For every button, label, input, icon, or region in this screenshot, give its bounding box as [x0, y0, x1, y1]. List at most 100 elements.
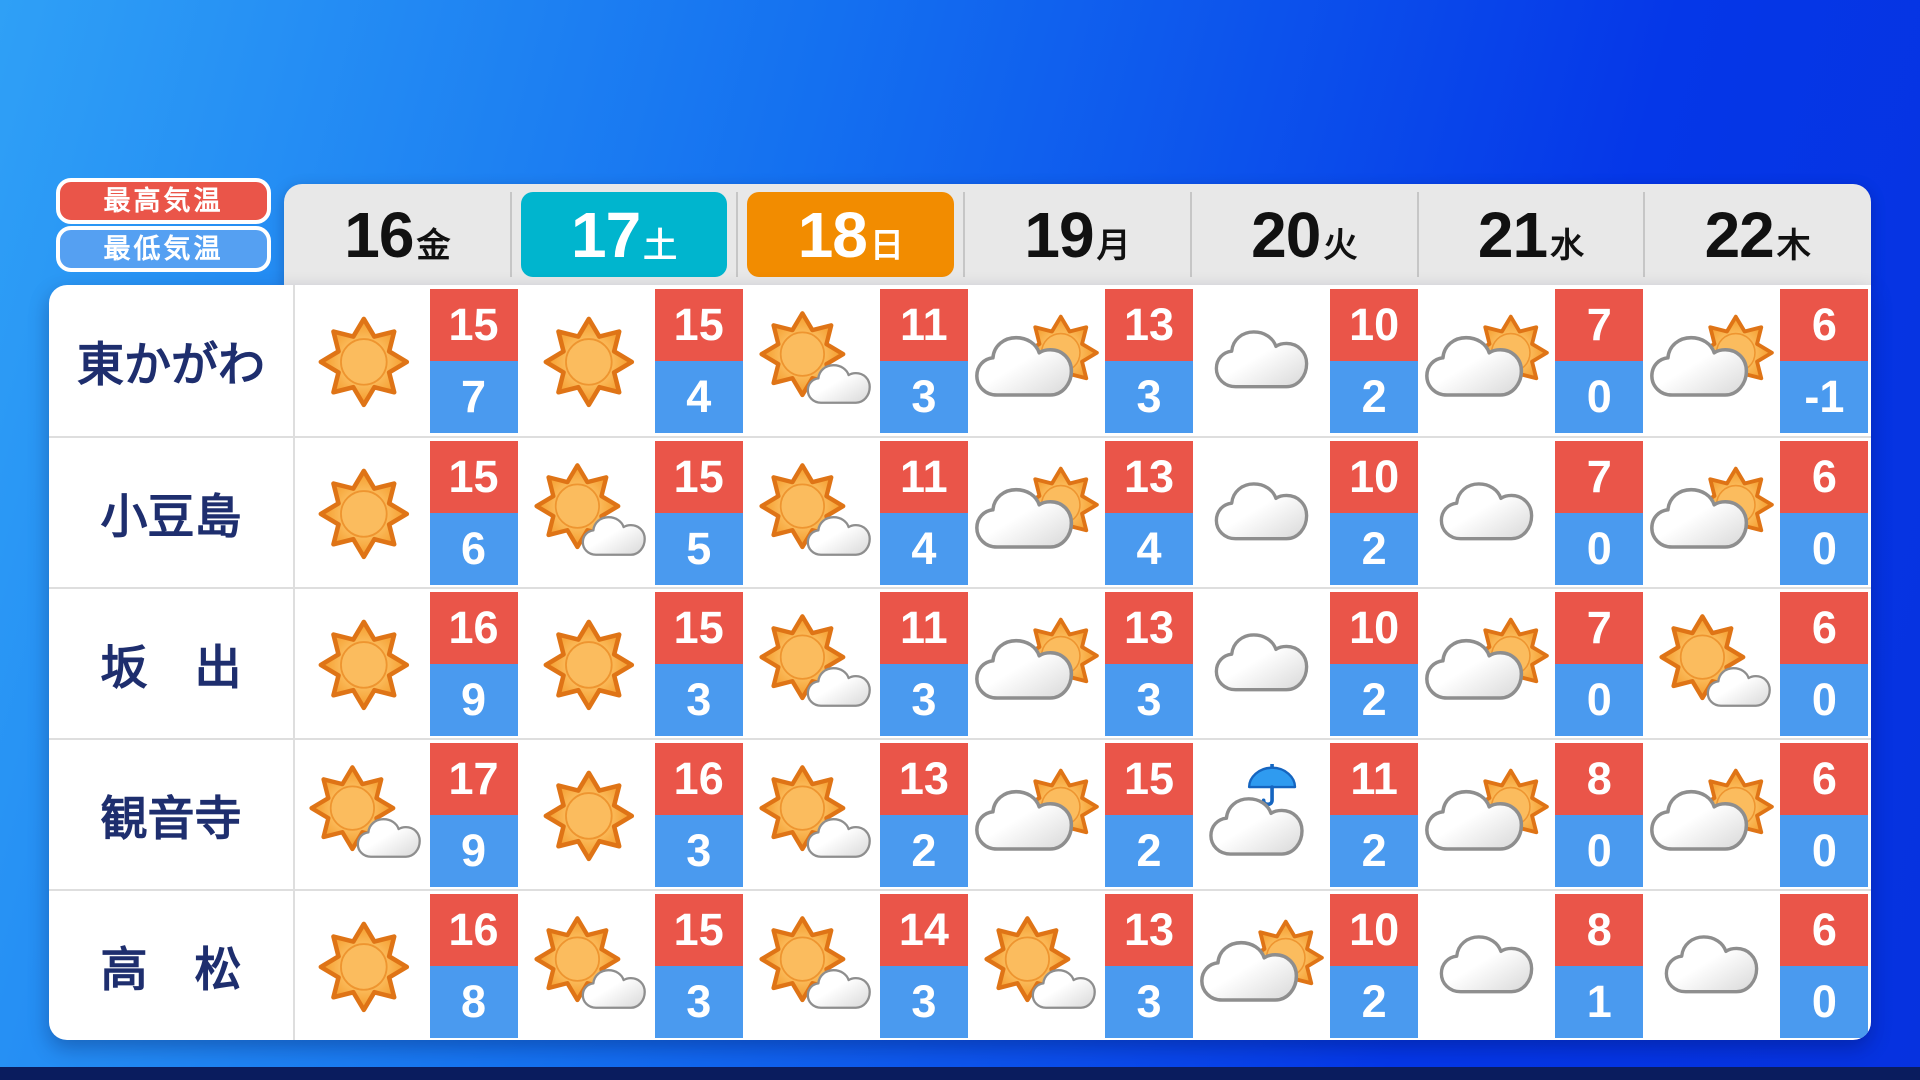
day-header-18: 18 日 [736, 184, 964, 285]
low-temp: 0 [1780, 512, 1869, 585]
high-temp: 6 [1780, 893, 1869, 966]
sunny-then-cloudy-icon [748, 462, 876, 564]
cloudy-then-sunny-icon [973, 310, 1101, 412]
temperature-stack: 14 3 [879, 893, 968, 1038]
day-label: 16 金 [344, 203, 450, 267]
day-header-19: 19 月 [963, 184, 1191, 285]
high-temp: 13 [1104, 591, 1193, 664]
day-of-week: 木 [1776, 226, 1811, 265]
temperature-stack: 10 2 [1330, 591, 1419, 736]
high-temp: 16 [429, 893, 518, 966]
high-temp: 6 [1780, 742, 1869, 815]
day-number: 17 [570, 198, 641, 271]
low-temp: 3 [1104, 965, 1193, 1038]
forecast-cell: 10 2 [1196, 438, 1421, 587]
bottom-bar [0, 1067, 1920, 1080]
temperature-stack: 11 4 [879, 440, 968, 585]
temperature-stack: 15 3 [654, 591, 743, 736]
forecast-cell: 11 4 [745, 438, 970, 587]
low-temp: 4 [654, 360, 743, 433]
high-temp: 10 [1330, 440, 1419, 513]
sunny-icon [523, 764, 651, 866]
high-temp: 11 [879, 440, 968, 513]
high-temp: 16 [654, 742, 743, 815]
high-temp: 7 [1555, 591, 1644, 664]
forecast-cell: 15 2 [970, 740, 1195, 889]
temperature-stack: 15 4 [654, 288, 743, 433]
day-of-week: 水 [1550, 226, 1585, 265]
sunny-then-cloudy-icon [973, 915, 1101, 1017]
high-temp: 15 [654, 591, 743, 664]
cloudy-then-sunny-icon [1648, 462, 1776, 564]
temperature-stack: 6 -1 [1780, 288, 1869, 433]
day-header-20: 20 火 [1189, 184, 1418, 285]
high-temp: 13 [1104, 288, 1193, 361]
high-temp: 15 [429, 288, 518, 361]
low-temp: 3 [879, 663, 968, 736]
temperature-stack: 15 3 [654, 893, 743, 1038]
location-label: 東かがわ [49, 285, 295, 436]
sunday-pill [747, 192, 955, 277]
forecast-table-body: 東かがわ 15 7 15 4 11 3 13 3 10 2 7 0 6 -1 小豆島 15 6 15 5 11 4 13 4 1… [49, 285, 1871, 1040]
high-temp: 16 [429, 591, 518, 664]
forecast-cell: 15 4 [520, 285, 745, 436]
cloudy-then-sunny-icon [1423, 310, 1551, 412]
cloudy-then-sunny-icon [973, 462, 1101, 564]
forecast-cell: 13 4 [970, 438, 1195, 587]
day-number: 21 [1477, 198, 1548, 271]
sunny-then-cloudy-icon [1648, 613, 1776, 715]
legend: 最高気温 最低気温 [56, 178, 271, 272]
low-temp: -1 [1780, 360, 1869, 433]
legend-high-badge: 最高気温 [56, 178, 271, 224]
day-of-week: 火 [1323, 226, 1358, 265]
high-temp: 15 [1104, 742, 1193, 815]
forecast-cell: 15 6 [295, 438, 520, 587]
high-temp: 8 [1555, 742, 1644, 815]
high-temp: 11 [879, 591, 968, 664]
forecast-cell: 15 5 [520, 438, 745, 587]
forecast-cell: 16 9 [295, 589, 520, 738]
day-number: 20 [1251, 198, 1321, 271]
sunny-icon [523, 613, 651, 715]
location-label: 観音寺 [49, 740, 295, 889]
high-temp: 15 [654, 893, 743, 966]
day-number: 22 [1704, 198, 1775, 271]
cloudy-icon [1198, 613, 1326, 715]
forecast-row: 坂 出 16 9 15 3 11 3 13 3 10 2 7 0 6 0 [49, 587, 1871, 738]
legend-low-label: 最低気温 [103, 233, 224, 264]
sunny-icon [523, 310, 651, 412]
forecast-cell: 11 3 [745, 589, 970, 738]
forecast-row: 高 松 16 8 15 3 14 3 13 3 10 2 8 1 6 0 [49, 889, 1871, 1040]
location-label: 高 松 [49, 891, 295, 1040]
high-temp: 6 [1780, 440, 1869, 513]
high-temp: 14 [879, 893, 968, 966]
low-temp: 7 [429, 360, 518, 433]
cloudy-icon [1423, 462, 1551, 564]
legend-high-label: 最高気温 [103, 185, 224, 216]
forecast-cell: 6 -1 [1646, 285, 1871, 436]
sunny-then-cloudy-icon [298, 764, 426, 866]
low-temp: 2 [1330, 663, 1419, 736]
cloudy-then-sunny-icon [1648, 310, 1776, 412]
saturday-pill [520, 192, 728, 277]
temperature-stack: 11 3 [879, 288, 968, 433]
forecast-cell: 13 2 [745, 740, 970, 889]
low-temp: 9 [429, 814, 518, 887]
high-temp: 13 [879, 742, 968, 815]
temperature-stack: 11 3 [879, 591, 968, 736]
forecast-row: 小豆島 15 6 15 5 11 4 13 4 10 2 7 0 6 0 [49, 436, 1871, 587]
low-temp: 2 [1104, 814, 1193, 887]
temperature-stack: 13 3 [1104, 893, 1193, 1038]
high-temp: 7 [1555, 288, 1644, 361]
forecast-cell: 15 7 [295, 285, 520, 436]
low-temp: 3 [1104, 663, 1193, 736]
day-number: 16 [344, 198, 414, 271]
